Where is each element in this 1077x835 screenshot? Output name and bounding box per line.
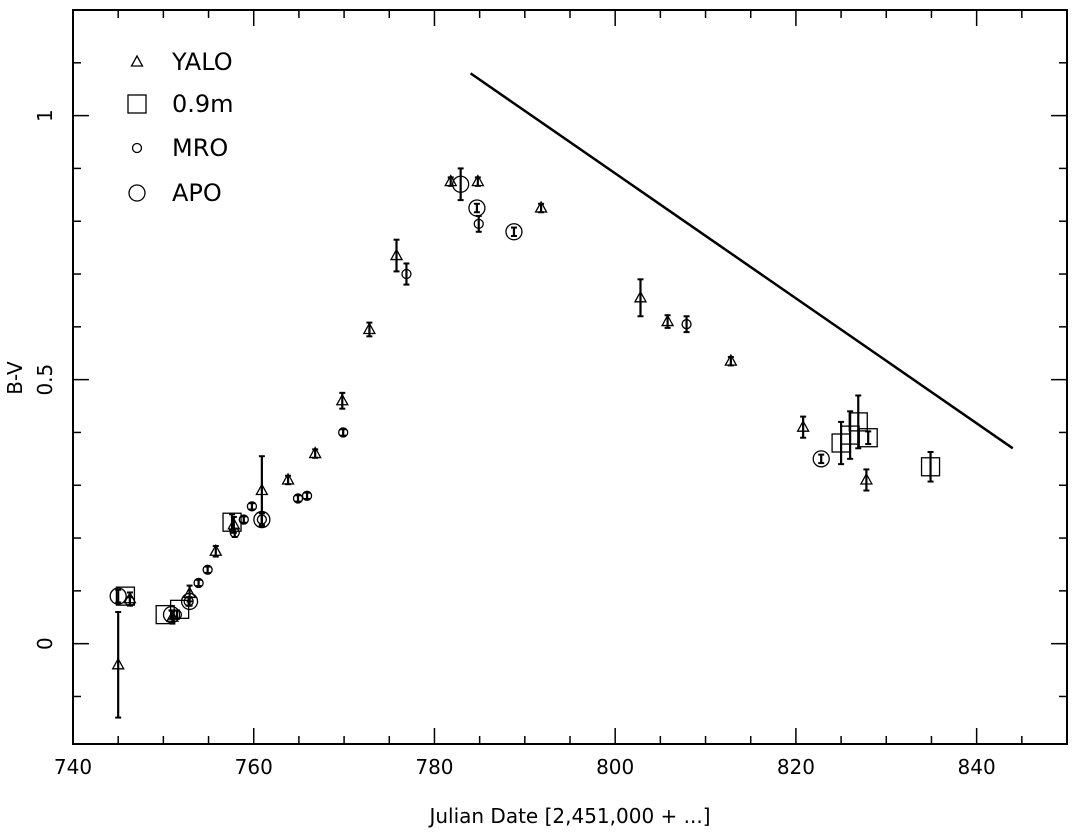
point-0-9m bbox=[920, 457, 941, 477]
legend-marker-large-circle bbox=[128, 184, 146, 202]
series-0-9m bbox=[115, 394, 941, 625]
point-mro bbox=[193, 577, 204, 589]
point-mro bbox=[292, 493, 304, 504]
legend-marker-triangle bbox=[130, 54, 144, 67]
plot-frame bbox=[72, 9, 1068, 745]
x-tick-label: 840 bbox=[958, 755, 996, 779]
x-tick-label: 780 bbox=[415, 755, 453, 779]
legend-label: MRO bbox=[172, 134, 228, 162]
reference-line-group bbox=[469, 72, 1014, 450]
point-yalo bbox=[165, 609, 179, 622]
y-tick-label: 1 bbox=[33, 109, 57, 122]
point-mro bbox=[401, 268, 412, 280]
point-apo bbox=[109, 587, 127, 605]
legend-label: 0.9m bbox=[172, 90, 234, 118]
legend-label: YALO bbox=[171, 48, 233, 76]
point-mro bbox=[681, 319, 692, 330]
point-apo bbox=[162, 605, 181, 624]
point-apo bbox=[505, 223, 523, 241]
point-0-9m bbox=[155, 604, 175, 625]
point-yalo bbox=[859, 472, 873, 485]
point-0-9m bbox=[848, 412, 868, 432]
point-yalo bbox=[633, 290, 648, 303]
point-apo bbox=[812, 450, 830, 468]
point-0-9m bbox=[115, 586, 136, 606]
point-yalo bbox=[660, 314, 675, 327]
x-tick-label: 760 bbox=[235, 755, 273, 779]
point-mro bbox=[238, 514, 249, 525]
legend-label: APO bbox=[172, 179, 222, 207]
point-yalo bbox=[389, 248, 404, 261]
point-apo bbox=[468, 199, 486, 217]
point-apo bbox=[253, 510, 271, 529]
point-yalo bbox=[724, 353, 738, 366]
point-apo bbox=[180, 592, 199, 611]
point-mro bbox=[301, 490, 313, 501]
x-tick-label: 740 bbox=[54, 755, 92, 779]
reference-line bbox=[469, 72, 1014, 450]
legend-marker-small-circle bbox=[131, 142, 143, 154]
axis-ticks: 740 760 780 800 820 840 0 0.5 1 bbox=[33, 10, 1068, 779]
x-tick-label: 820 bbox=[777, 755, 815, 779]
point-apo bbox=[452, 175, 470, 193]
x-tick-label: 800 bbox=[596, 755, 634, 779]
point-mro bbox=[202, 564, 213, 575]
data-points bbox=[109, 167, 941, 719]
series-mro bbox=[124, 214, 692, 620]
point-yalo bbox=[534, 200, 548, 213]
y-axis-label: B-V bbox=[3, 361, 27, 395]
point-mro bbox=[338, 427, 349, 438]
point-yalo bbox=[362, 322, 376, 335]
point-mro bbox=[229, 527, 240, 538]
point-mro bbox=[473, 218, 484, 230]
series-yalo bbox=[111, 174, 873, 719]
point-yalo bbox=[255, 483, 269, 496]
point-0-9m bbox=[858, 428, 878, 448]
point-mro bbox=[124, 596, 136, 607]
point-yalo bbox=[281, 472, 295, 485]
point-yalo bbox=[335, 393, 349, 406]
point-yalo bbox=[111, 657, 125, 670]
point-yalo bbox=[308, 446, 322, 459]
legend-marker-square bbox=[127, 94, 147, 114]
y-tick-label: 0.5 bbox=[33, 364, 57, 396]
point-yalo bbox=[796, 419, 810, 432]
point-yalo bbox=[209, 543, 223, 556]
series-apo bbox=[109, 167, 830, 624]
legend: YALO 0.9m MRO APO bbox=[127, 48, 234, 207]
point-mro bbox=[246, 501, 258, 512]
point-yalo bbox=[471, 174, 485, 187]
y-tick-label: 0 bbox=[33, 637, 57, 650]
x-axis-label: Julian Date [2,451,000 + ...] bbox=[427, 804, 710, 828]
